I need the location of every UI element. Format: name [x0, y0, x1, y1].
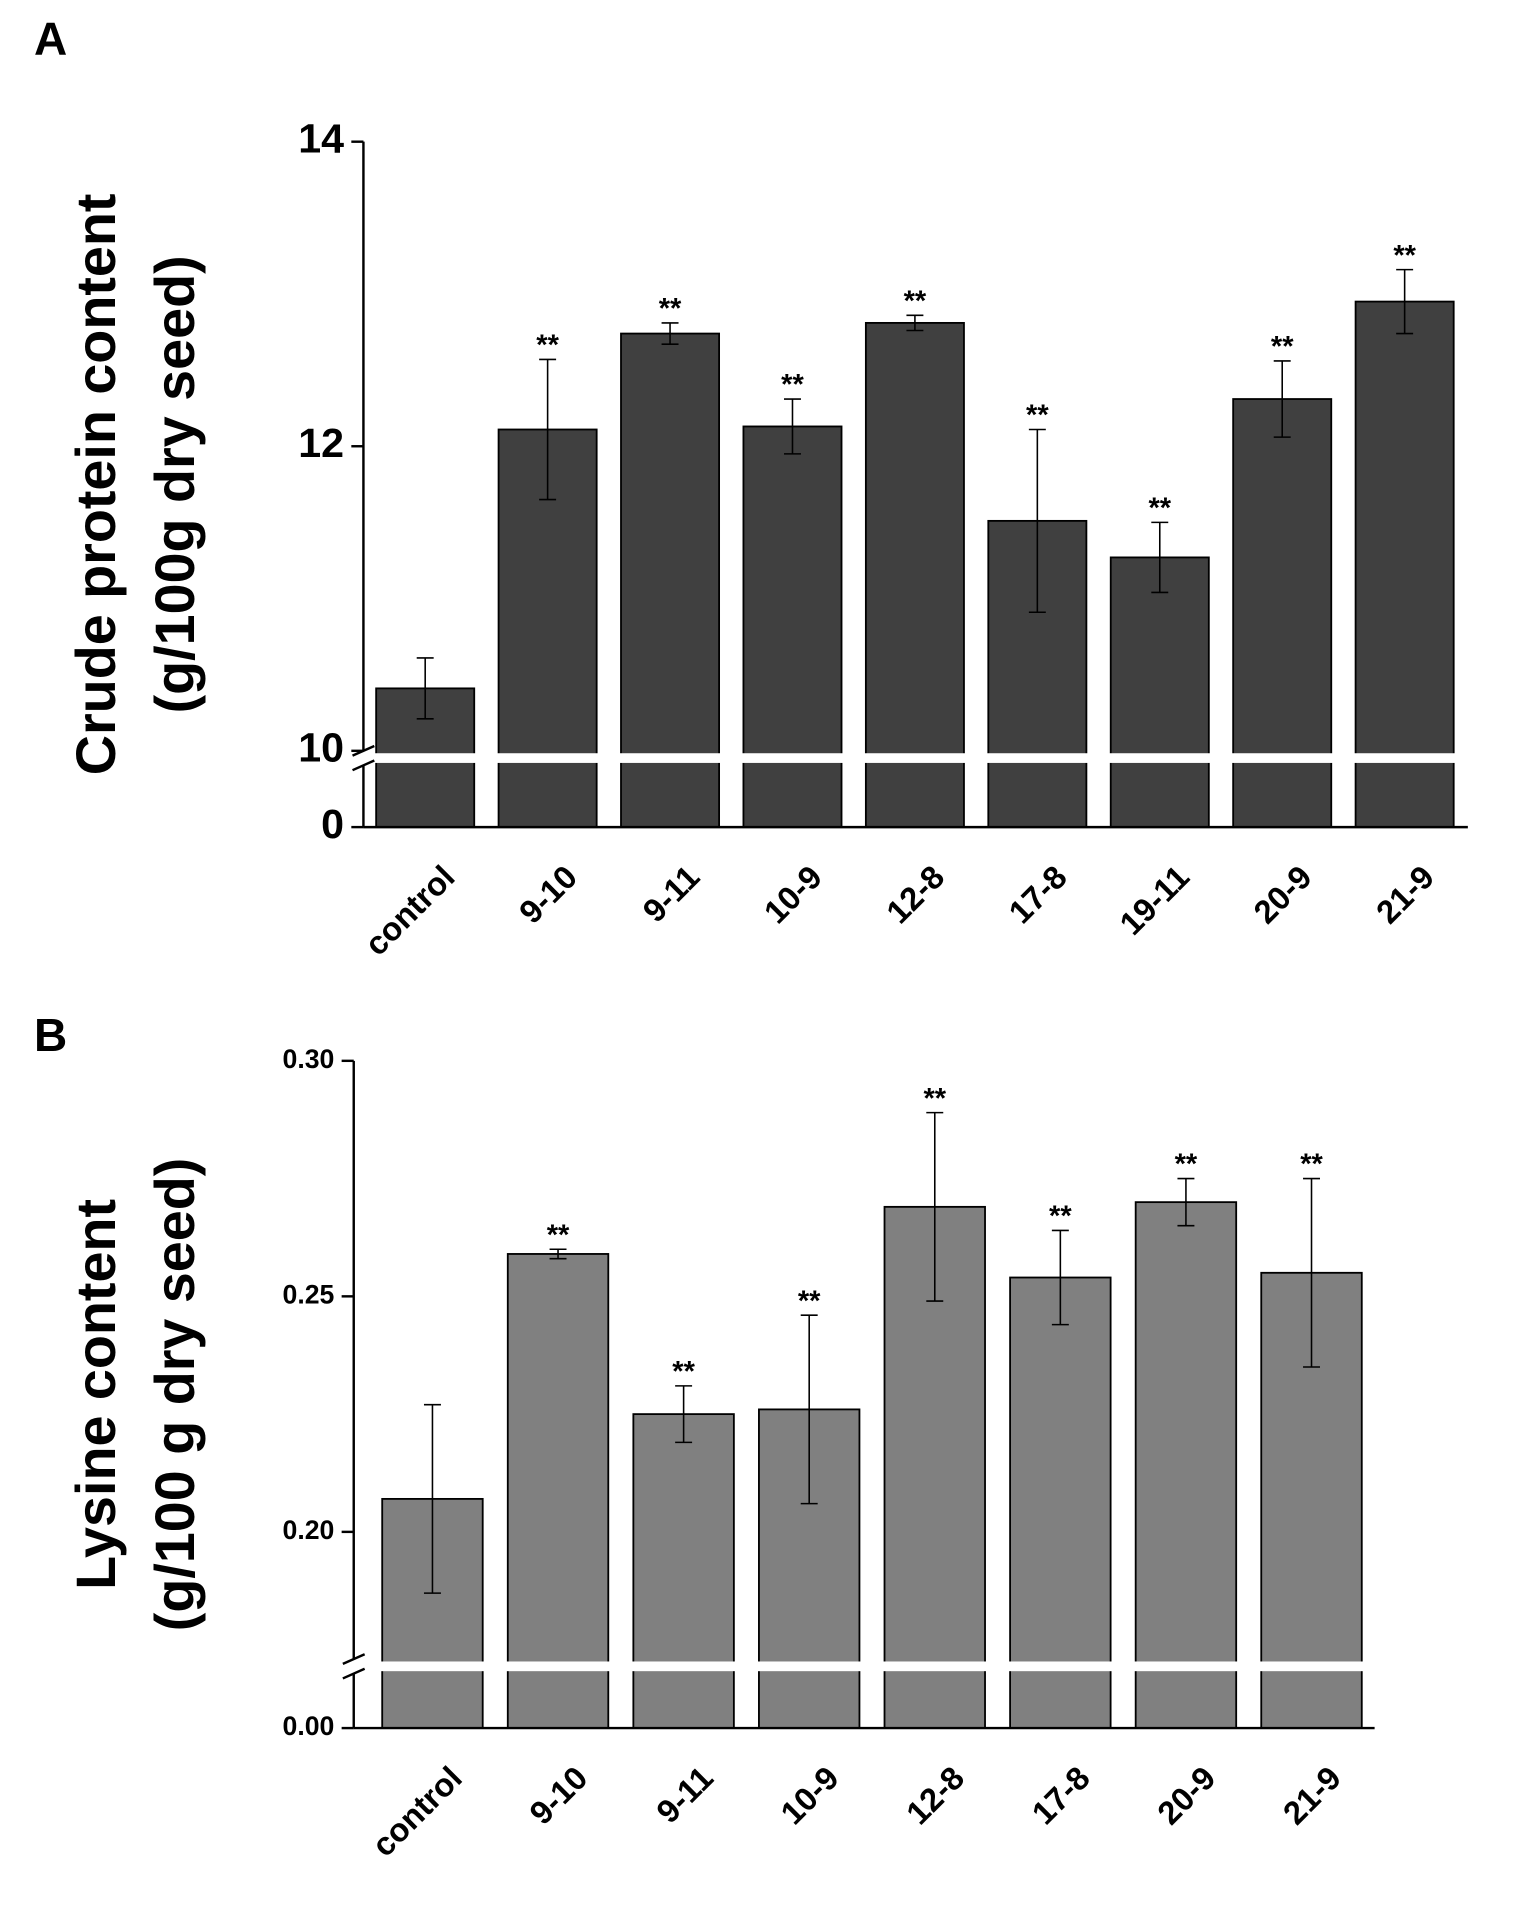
- bar: [1009, 1276, 1112, 1729]
- break-mark: [352, 759, 375, 772]
- significance: **: [781, 369, 804, 401]
- bar: [864, 321, 965, 829]
- y-tick-label: 12: [298, 420, 344, 466]
- x-tick-label: 9-10: [522, 1759, 594, 1831]
- y-axis-title: Lysine content: [65, 1199, 127, 1590]
- bar: [1134, 1201, 1238, 1729]
- x-tick-label: control: [357, 858, 461, 962]
- significance: **: [1300, 1149, 1323, 1181]
- bar: [632, 1413, 735, 1729]
- significance: **: [1026, 400, 1049, 432]
- y-tick-label: 10: [298, 725, 344, 771]
- significance: **: [659, 293, 682, 325]
- significance: **: [1175, 1149, 1198, 1181]
- significance: **: [536, 330, 559, 362]
- bar: [506, 1253, 610, 1729]
- break-mark: [342, 1667, 366, 1680]
- panel-label: B: [34, 1009, 67, 1061]
- y-tick-label: 0: [321, 801, 344, 847]
- significance: **: [1271, 331, 1294, 363]
- bar: [1354, 300, 1455, 829]
- bar: [742, 425, 843, 829]
- panel-label: A: [34, 12, 67, 64]
- x-tick-label: 21-9: [1369, 858, 1441, 930]
- x-tick-label: control: [364, 1759, 468, 1863]
- x-tick-label: 9-11: [649, 1759, 720, 1830]
- x-tick-label: 17-8: [1024, 1759, 1096, 1831]
- x-tick-label: 9-11: [635, 858, 706, 929]
- significance: **: [1049, 1201, 1072, 1233]
- x-tick-label: 12-8: [899, 1759, 971, 1831]
- significance: **: [1148, 493, 1171, 525]
- significance: **: [904, 285, 927, 317]
- axis-break-gap: [351, 753, 1480, 763]
- significance: **: [672, 1356, 695, 1388]
- y-axis-title: (g/100 g dry seed): [144, 1158, 206, 1632]
- bar: [620, 332, 721, 829]
- axis-break-gap: [341, 1661, 1387, 1672]
- bar: [1109, 556, 1210, 829]
- break-mark: [342, 1653, 366, 1666]
- y-tick-label: 0.20: [283, 1515, 335, 1545]
- y-tick-label: 0.30: [283, 1044, 335, 1074]
- significance: **: [923, 1083, 946, 1115]
- x-tick-label: 10-9: [773, 1759, 845, 1831]
- significance: **: [1393, 240, 1416, 272]
- x-tick-label: 10-9: [757, 858, 829, 930]
- x-tick-label: 17-8: [1001, 858, 1073, 930]
- x-tick-label: 9-10: [512, 858, 584, 930]
- x-tick-label: 21-9: [1276, 1759, 1348, 1831]
- x-tick-label: 19-11: [1112, 858, 1196, 942]
- y-axis-title: Crude protein content: [65, 194, 127, 776]
- y-axis-title: (g/100g dry seed): [144, 255, 206, 713]
- x-tick-label: 20-9: [1246, 858, 1318, 930]
- significance: **: [547, 1219, 570, 1251]
- x-tick-label: 12-8: [879, 858, 951, 930]
- y-tick-label: 0.00: [283, 1711, 335, 1741]
- significance: **: [798, 1285, 821, 1317]
- y-tick-label: 0.25: [283, 1279, 335, 1309]
- x-tick-label: 20-9: [1150, 1759, 1222, 1831]
- y-tick-label: 14: [298, 116, 344, 162]
